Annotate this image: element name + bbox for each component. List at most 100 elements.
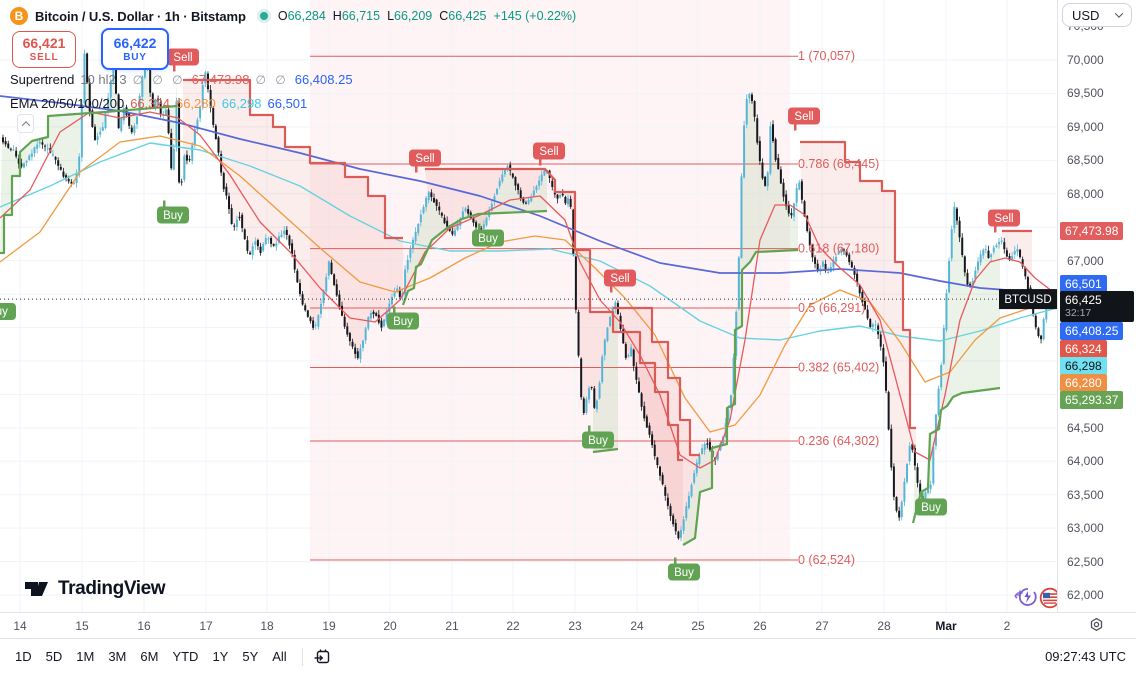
range-button-1d[interactable]: 1D bbox=[15, 649, 32, 664]
ema-200-line bbox=[0, 95, 1057, 294]
chevron-up-icon bbox=[21, 120, 30, 130]
currency-selector[interactable]: USD bbox=[1062, 3, 1132, 27]
watermark-text: TradingView bbox=[58, 578, 166, 599]
symbol-header: B Bitcoin / U.S. Dollar · 1h · Bitstamp … bbox=[10, 6, 576, 26]
range-button-5d[interactable]: 5D bbox=[45, 649, 63, 664]
range-button-6m[interactable]: 6M bbox=[140, 649, 159, 664]
ema100-value: 66,298 bbox=[221, 96, 262, 111]
buy-signal-label: Buy bbox=[668, 557, 700, 581]
utc-clock[interactable]: 09:27:43 UTC bbox=[1045, 649, 1126, 664]
svg-text:Buy: Buy bbox=[393, 316, 413, 328]
buy-price: 66,422 bbox=[113, 34, 157, 51]
supertrend-empty-values: ∅ ∅ ∅ bbox=[132, 72, 186, 87]
sell-signal-label: Sell bbox=[788, 107, 820, 131]
supertrend-up-line bbox=[592, 447, 619, 454]
buy-signal-label: Buy bbox=[582, 425, 614, 449]
time-tick: 18 bbox=[260, 619, 274, 633]
range-button-5y[interactable]: 5Y bbox=[242, 649, 259, 664]
sell-order-button[interactable]: 66,421 SELL bbox=[12, 31, 76, 68]
tradingview-watermark[interactable]: TradingView bbox=[24, 577, 166, 601]
price-axis[interactable]: 62,000 62,500 63,000 63,500 64,000 64,500 67,0… bbox=[1057, 0, 1136, 612]
indicator-price-label: 65,293.37 bbox=[1060, 391, 1124, 409]
time-tick: 21 bbox=[445, 619, 459, 633]
ema-lines bbox=[0, 95, 1057, 469]
high-label: H bbox=[332, 9, 342, 23]
current-price-label: 66,425 32:17 bbox=[1060, 291, 1134, 322]
currency-value: USD bbox=[1072, 7, 1100, 23]
svg-text:Buy: Buy bbox=[674, 567, 694, 579]
time-tick: 26 bbox=[753, 619, 767, 633]
price-tick: 64,000 bbox=[1067, 454, 1104, 468]
range-button-1m[interactable]: 1M bbox=[76, 649, 95, 664]
bar-countdown: 32:17 bbox=[1065, 307, 1092, 320]
signal-labels: Sell Buy Sell Buy Sell Buy Sell Buy Buy Sell Buy Se… bbox=[157, 48, 1020, 581]
bitcoin-icon: B bbox=[10, 7, 28, 25]
buy-side-label: BUY bbox=[123, 51, 147, 63]
indicator-price-label: 67,473.98 bbox=[1060, 222, 1124, 240]
us-flag-session-icon[interactable] bbox=[1038, 586, 1057, 610]
indicator-price-label: 66,298 bbox=[1060, 357, 1107, 375]
price-tick: 62,500 bbox=[1067, 555, 1104, 569]
time-tick: 24 bbox=[630, 619, 644, 633]
sell-signal-label: Sell bbox=[167, 48, 199, 72]
supertrend-down-line bbox=[425, 167, 683, 462]
chart-pane[interactable]: BTCUSD 1 (70,057) 0.786 (68,445) 0.618 (67,… bbox=[0, 0, 1057, 612]
bottom-toolbar: 1D 5D 1M 3M 6M YTD 1Y 5Y All 09:27:43 UTC bbox=[0, 638, 1136, 674]
range-button-ytd[interactable]: YTD bbox=[172, 649, 199, 664]
range-button-1y[interactable]: 1Y bbox=[212, 649, 229, 664]
time-tick: 19 bbox=[322, 619, 336, 633]
go-to-date-button[interactable] bbox=[313, 647, 332, 666]
svg-text:Sell: Sell bbox=[794, 111, 813, 123]
supertrend-legend[interactable]: Supertrend 10 hl2 3 ∅ ∅ ∅ 67,473.98 ∅ ∅ … bbox=[10, 72, 353, 87]
svg-text:Buy: Buy bbox=[478, 233, 498, 245]
gear-icon[interactable] bbox=[1088, 617, 1105, 634]
chevron-down-icon bbox=[1114, 9, 1124, 18]
supertrend-lines bbox=[0, 78, 1032, 546]
collapse-chevron-button[interactable] bbox=[17, 114, 34, 133]
close-label: C bbox=[439, 9, 449, 23]
sell-signal-label: Sell bbox=[533, 142, 565, 166]
svg-text:BTCUSD: BTCUSD bbox=[1004, 294, 1051, 306]
ema-legend[interactable]: EMA 20/50/100/200 66,324 66,280 66,298 6… bbox=[10, 96, 307, 111]
supertrend-params: 10 hl2 3 bbox=[80, 72, 127, 87]
buy-order-button[interactable]: 66,422 BUY bbox=[101, 28, 169, 70]
change-value: +145 (+0.22%) bbox=[493, 9, 577, 23]
svg-text:Buy: Buy bbox=[921, 502, 941, 514]
svg-text:Sell: Sell bbox=[539, 146, 558, 158]
price-tick: 67,000 bbox=[1067, 254, 1104, 268]
pane-corner-icons[interactable] bbox=[1012, 586, 1057, 610]
time-tick: 28 bbox=[877, 619, 891, 633]
symbol-price-tag: BTCUSD bbox=[999, 289, 1057, 310]
supertrend-sell-value: 67,473.98 bbox=[191, 72, 250, 87]
open-value: 66,284 bbox=[287, 9, 326, 23]
time-tick: 25 bbox=[691, 619, 705, 633]
axis-settings-corner[interactable] bbox=[1057, 612, 1136, 638]
price-tick: 69,000 bbox=[1067, 120, 1104, 134]
symbol-title[interactable]: Bitcoin / U.S. Dollar · 1h · Bitstamp bbox=[35, 8, 246, 24]
range-switcher: 1D 5D 1M 3M 6M YTD 1Y 5Y All bbox=[8, 645, 294, 668]
ema200-value: 66,501 bbox=[267, 96, 308, 111]
price-tick: 63,500 bbox=[1067, 488, 1104, 502]
time-tick: 27 bbox=[815, 619, 829, 633]
range-button-all[interactable]: All bbox=[272, 649, 287, 664]
range-button-3m[interactable]: 3M bbox=[108, 649, 127, 664]
supertrend-up-line bbox=[0, 104, 178, 255]
indicator-price-label: 66,408.25 bbox=[1060, 322, 1124, 340]
time-axis[interactable]: 14 15 16 17 18 19 20 21 22 23 24 25 26 27 28 Mar 2 bbox=[0, 612, 1057, 638]
svg-text:Sell: Sell bbox=[173, 52, 192, 64]
calendar-arrow-icon bbox=[314, 649, 329, 664]
sell-signal-label: Sell bbox=[409, 149, 441, 173]
supertrend-down-line bbox=[613, 306, 700, 457]
candlestick-chart[interactable]: BTCUSD 1 (70,057) 0.786 (68,445) 0.618 (67,… bbox=[0, 0, 1057, 612]
price-tick: 70,000 bbox=[1067, 53, 1104, 67]
market-open-dot-icon bbox=[259, 12, 268, 20]
tradingview-logo-icon bbox=[25, 582, 48, 596]
fib-label: 0 (62,524) bbox=[798, 553, 855, 567]
fib-label: 0.786 (68,445) bbox=[798, 157, 879, 171]
time-tick: 2 bbox=[1003, 619, 1011, 633]
indicator-price-label: 66,324 bbox=[1060, 340, 1107, 358]
instant-data-lightning-icon[interactable] bbox=[1012, 586, 1038, 610]
price-tick: 62,000 bbox=[1067, 588, 1104, 602]
svg-text:Sell: Sell bbox=[994, 213, 1013, 225]
